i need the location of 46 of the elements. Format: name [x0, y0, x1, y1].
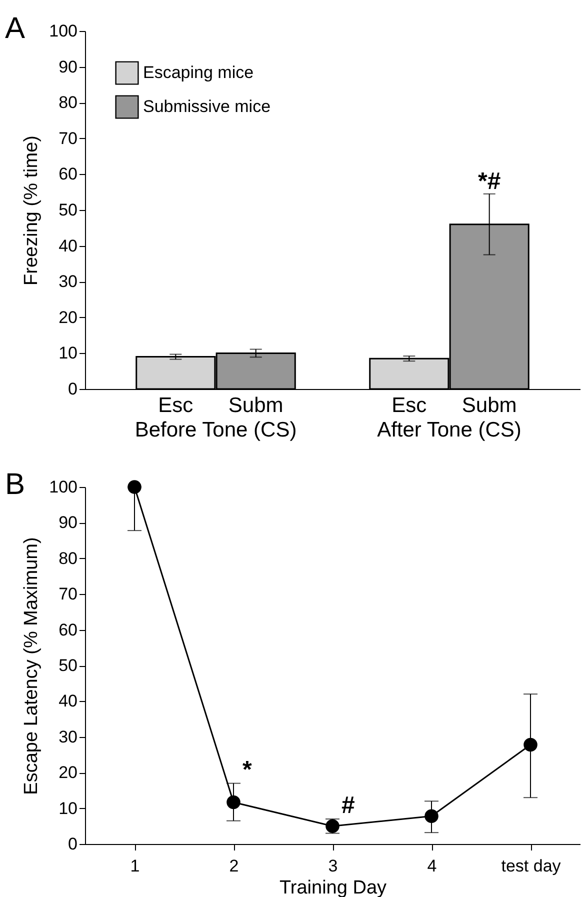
- point: [424, 809, 438, 824]
- text: Subm: [462, 394, 517, 417]
- y-tick-label: 70: [58, 128, 78, 148]
- x-tick-label: Before Tone (CS): [134, 418, 297, 442]
- y-tick-label: 90: [58, 57, 78, 76]
- y-tick-label: 40: [58, 692, 78, 711]
- y-tick-label: 100: [49, 478, 78, 496]
- y-axis-title: Freezing (% time): [21, 136, 42, 286]
- y-tick-label: 30: [58, 272, 78, 292]
- chart-title: B: [5, 468, 26, 501]
- y-tick-label: 50: [58, 656, 78, 675]
- x-tick-label: 4: [427, 856, 437, 876]
- y-tick-label: 70: [58, 584, 78, 604]
- y-tick-label: 20: [58, 763, 78, 782]
- y-tick-label: 50: [58, 200, 78, 220]
- y-tick-label: 40: [58, 236, 78, 256]
- y-tick-label: 60: [58, 164, 78, 184]
- chart-title: A: [5, 12, 26, 45]
- y-tick-label: 90: [58, 513, 78, 532]
- point: [128, 480, 142, 494]
- y-axis-title: Escape Latency (% Maximum): [21, 537, 42, 795]
- y-tick-label: 10: [58, 344, 78, 363]
- x-tick-label: After Tone (CS): [377, 418, 522, 442]
- point: [524, 738, 538, 752]
- text: Subm: [228, 394, 284, 417]
- annotation: *: [242, 756, 252, 784]
- x-tick-label: test day: [501, 856, 562, 876]
- y-tick-label: 0: [68, 380, 78, 398]
- legend-label: Submissive mice: [143, 97, 271, 116]
- x-tick-label: 3: [328, 856, 338, 876]
- text: Esc: [158, 394, 194, 417]
- annotation: *#: [478, 168, 501, 195]
- y-tick-label: 100: [49, 22, 78, 40]
- x-tick-label: 2: [229, 856, 239, 876]
- x-tick-label: 1: [130, 856, 140, 876]
- point: [226, 795, 240, 810]
- y-tick-label: 60: [58, 620, 78, 640]
- y-tick-label: 0: [68, 834, 78, 854]
- y-tick-label: 80: [58, 93, 78, 112]
- text: Esc: [392, 394, 427, 417]
- y-tick-label: 10: [58, 798, 78, 818]
- legend-label: Escaping mice: [143, 63, 254, 82]
- y-tick-label: 80: [58, 548, 78, 568]
- y-tick-label: 20: [58, 308, 78, 327]
- y-tick-label: 30: [58, 727, 78, 746]
- annotation: #: [342, 792, 355, 820]
